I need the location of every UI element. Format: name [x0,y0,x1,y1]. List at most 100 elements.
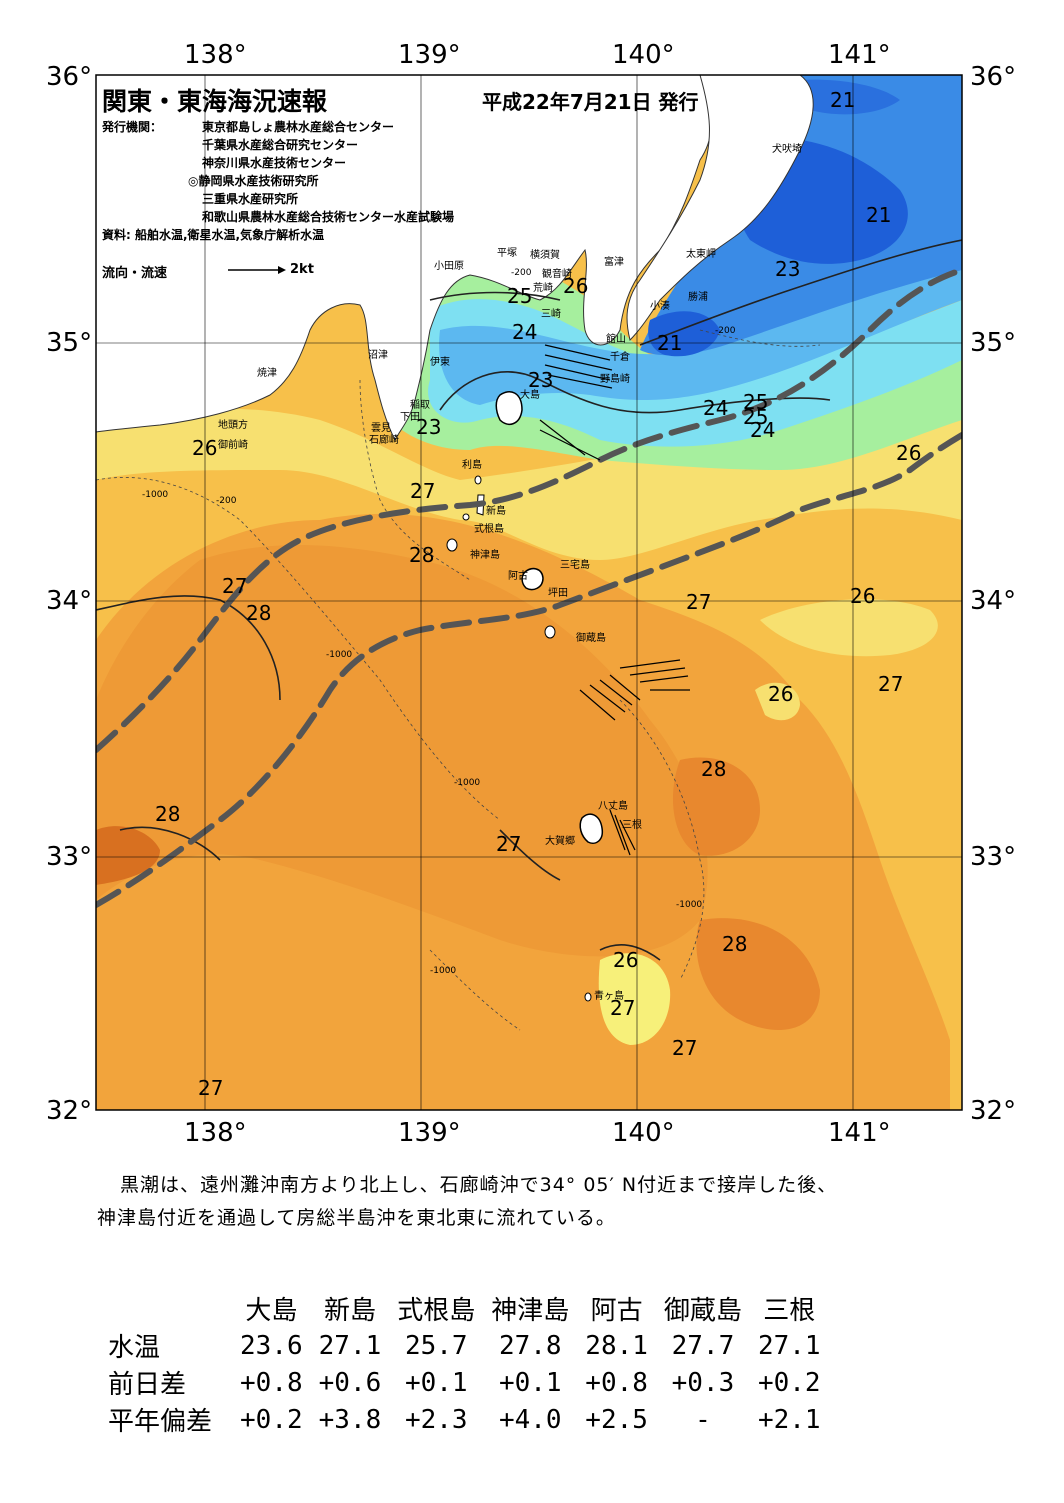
place-arasaki: 荒崎 [533,283,553,294]
land-boso [626,75,814,341]
place-chikura: 千倉 [610,352,630,363]
lat-label-left-32: 32° [46,1096,93,1126]
table-cell: +0.2 [757,1367,821,1398]
issuer-2: 千葉県水産総合研究センター [202,138,359,152]
place-miyakejima: 三宅島 [560,560,590,571]
table-cell: +0.8 [585,1367,648,1398]
current-legend-label: 流向・流速 [102,266,168,281]
col-header: 三根 [763,1296,816,1326]
lon-label-bottom-139: 139° [398,1118,461,1148]
col-header: 新島 [323,1296,376,1326]
table-cell: - [695,1404,711,1435]
table-cell: +4.0 [498,1404,562,1435]
place-hachijojima: 八丈島 [598,801,628,812]
place-toshima: 利島 [462,460,482,471]
lon-label-bottom-141: 141° [828,1118,891,1148]
table-cell: +2.5 [585,1404,648,1435]
table-cell: +0.6 [318,1367,382,1398]
temp-label: 25 [743,390,769,414]
issuer-4: ◎静岡県水産技術研究所 [188,174,319,188]
temp-label: 24 [703,396,729,420]
place-jitogata: 地頭方 [218,420,248,431]
table-cell: +0.3 [671,1367,735,1398]
depth-label: -1000 [142,490,169,500]
temp-label: 26 [768,682,794,706]
table-header-row: 大島 新島 式根島 神津島 阿古 御蔵島 三根 [100,1290,829,1327]
table-row: 水温 23.6 27.1 25.7 27.8 28.1 27.7 27.1 [100,1327,829,1364]
sea-temperature-map [95,74,963,1111]
temp-label: 26 [563,274,589,298]
row-header: 前日差 [108,1370,187,1400]
sst-zone-29 [96,826,160,885]
place-tsubota: 坪田 [548,588,568,599]
temp-label: 25 [507,284,533,308]
place-kozushima: 神津島 [470,550,500,561]
row-header: 平年偏差 [108,1407,213,1437]
place-ako: 阿古 [508,571,528,582]
lat-label-right-32: 32° [970,1096,1017,1126]
temp-label: 27 [610,996,636,1020]
table-cell: 27.7 [671,1330,735,1361]
temp-label: 21 [657,331,683,355]
temp-label: 21 [866,203,892,227]
temp-label: 26 [896,441,922,465]
depth-label: -1000 [454,778,481,788]
place-shimoda: 下田 [400,412,420,423]
place-irozaki: 石廊崎 [369,435,399,446]
lon-label-bottom-140: 140° [612,1118,675,1148]
table-cell: 27.1 [318,1330,382,1361]
sst-patch-26-mid [755,682,800,721]
col-header: 大島 [245,1296,298,1326]
issuer-label: 発行機関： [102,120,163,134]
issuer-3: 神奈川県水産技術センター [202,156,347,170]
lat-label-right-33: 33° [970,842,1017,872]
col-header: 御蔵島 [663,1296,742,1326]
table-cell: 27.1 [757,1330,821,1361]
lat-label-left-33: 33° [46,842,93,872]
issuer-5: 三重県水産研究所 [202,192,299,206]
land-honshu [96,75,713,442]
island-miyakejima [521,567,544,591]
sst-zone-28c [672,757,760,856]
island-mikurajima [544,625,556,639]
lat-label-right-34: 34° [970,586,1017,616]
place-futtsu: 富津 [604,257,624,268]
temp-label: 26 [850,584,876,608]
place-taitomisaki: 太東岬 [686,249,716,260]
place-tateyama: 館山 [606,334,626,345]
lat-label-left-35: 35° [46,328,93,358]
sst-patch-26-east [760,599,938,657]
place-mitsune: 三根 [622,820,642,831]
island-toshima [474,475,482,485]
temp-label: 27 [672,1036,698,1060]
temp-label: 27 [198,1076,224,1100]
table-cell: 23.6 [240,1330,303,1361]
data-sources: 資料: 船舶水温,衛星水温,気象庁解析水温 [102,228,325,242]
current-arrows [539,344,690,856]
issuer-6: 和歌山県農林水産総合技術センター水産試験場 [202,210,455,224]
depth-label: -1000 [676,900,703,910]
graticule [96,75,962,1110]
place-niijima: 新島 [486,506,506,517]
depth-label: -200 [511,268,532,278]
isotherm-lines [96,239,962,961]
temp-label: 21 [830,88,856,112]
temp-label: 28 [722,932,748,956]
lon-label-top-141: 141° [828,40,891,70]
temp-label: 24 [512,320,538,344]
depth-label: -1000 [430,966,457,976]
temp-label: 27 [686,590,712,614]
lon-label-top-140: 140° [612,40,675,70]
lon-label-top-139: 139° [398,40,461,70]
temp-label: 23 [528,368,554,392]
lat-label-left-34: 34° [46,586,93,616]
temp-label: 27 [496,832,522,856]
temp-label: 24 [750,418,776,442]
place-kannonzaki: 観音崎 [542,269,572,280]
sst-zone-23 [439,260,962,405]
temp-label: 28 [701,757,727,781]
sst-zone-28d [696,918,820,1030]
place-okago: 大賀郷 [545,836,575,847]
temp-label: 26 [192,436,218,460]
temp-label: 28 [409,543,435,567]
